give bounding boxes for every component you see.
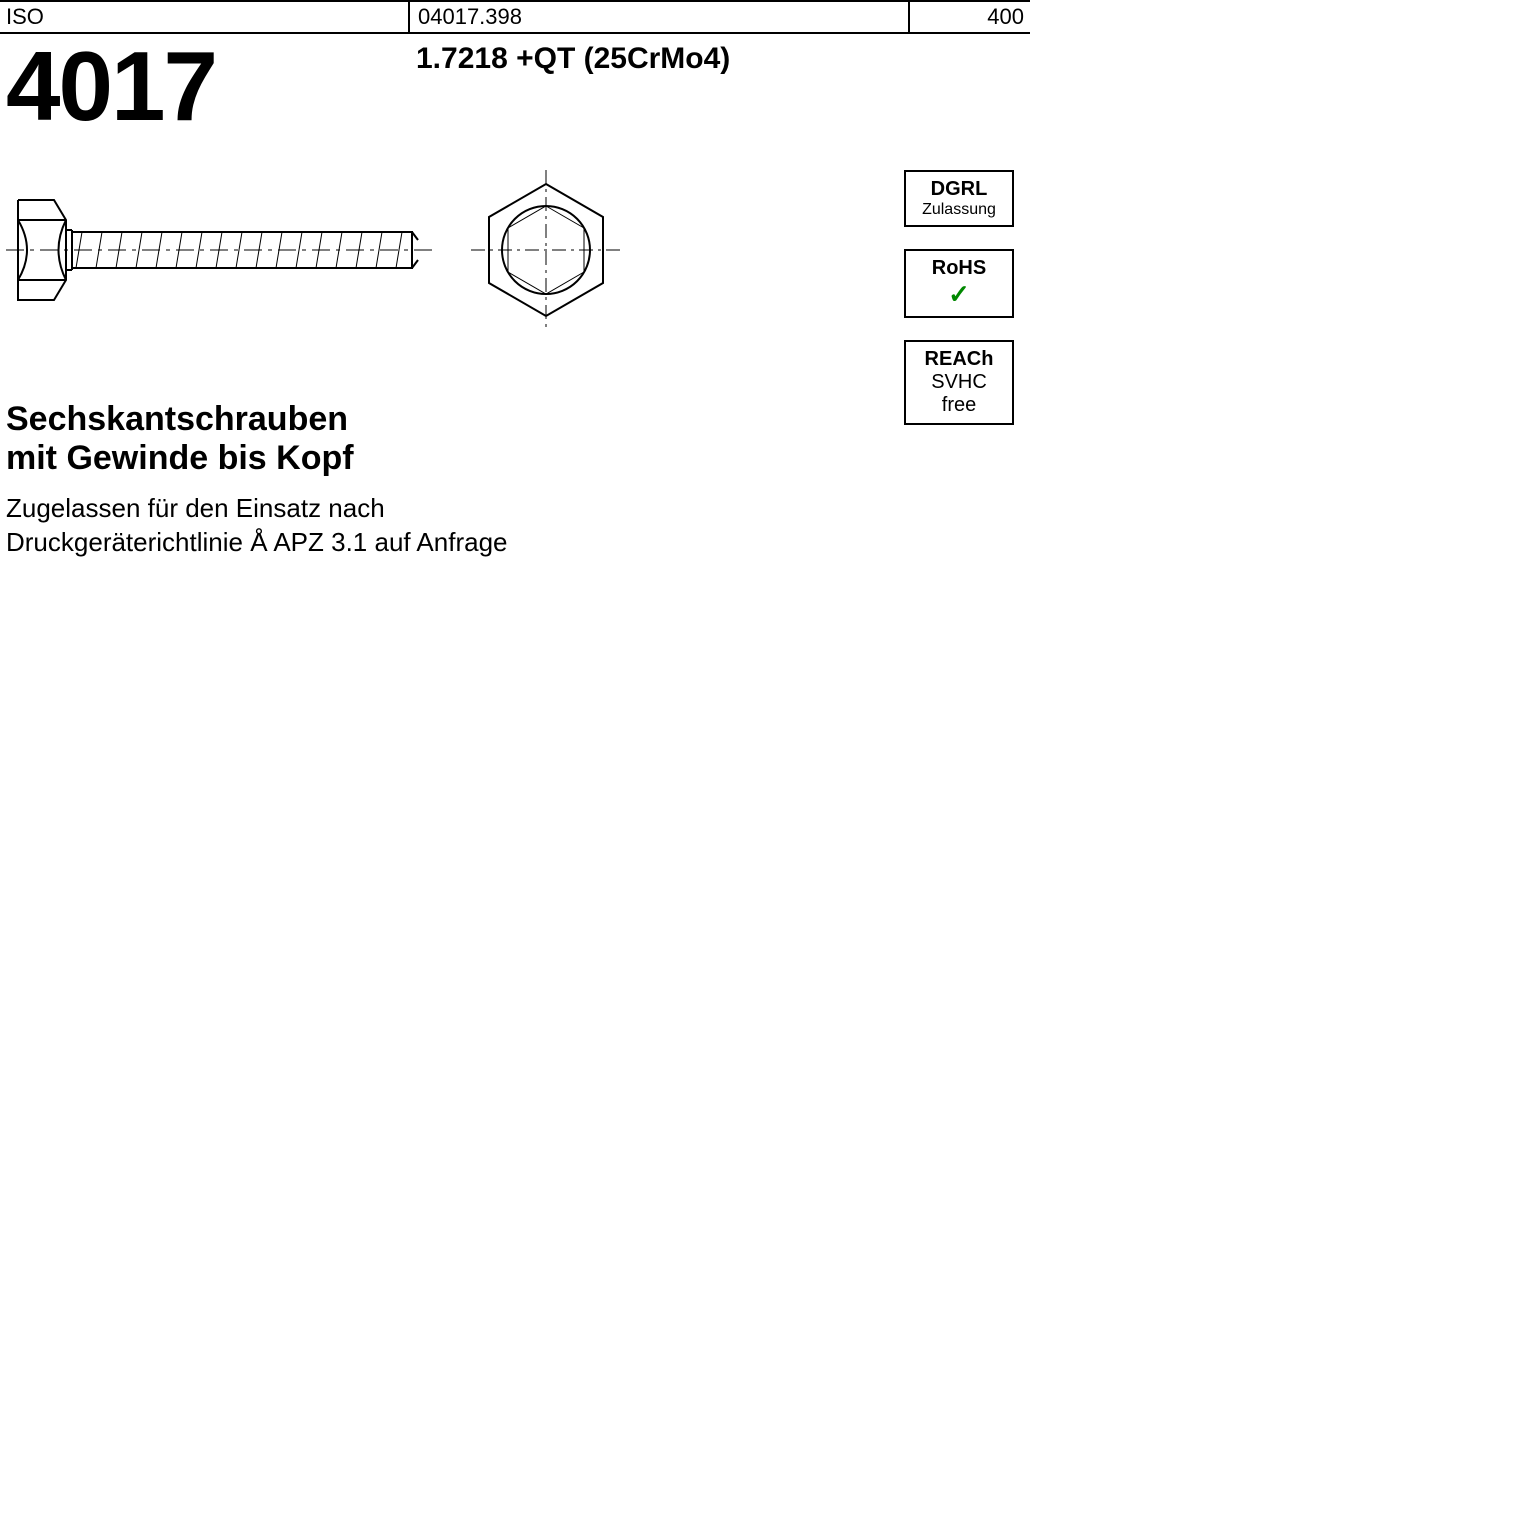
badge-reach-l2: SVHC (910, 371, 1008, 394)
check-icon: ✓ (910, 280, 1008, 310)
badge-rohs: RoHS ✓ (904, 249, 1014, 318)
header-right: 400 (910, 2, 1030, 32)
header-left: ISO (0, 2, 410, 32)
badge-reach-l1: REACh (910, 348, 1008, 371)
header-bar: ISO 04017.398 400 (0, 0, 1030, 34)
title-line2: mit Gewinde bis Kopf (6, 439, 706, 478)
description-block: Sechskantschrauben mit Gewinde bis Kopf … (6, 400, 706, 560)
standard-number: 4017 (6, 30, 216, 143)
compliance-badges: DGRL Zulassung RoHS ✓ REACh SVHC free (904, 170, 1024, 447)
badge-reach-l3: free (910, 394, 1008, 417)
badge-dgrl-l2: Zulassung (910, 201, 1008, 219)
badge-dgrl-l1: DGRL (910, 178, 1008, 201)
bolt-drawing (6, 170, 646, 340)
note-line1: Zugelassen für den Einsatz nach (6, 492, 706, 526)
title-line1: Sechskantschrauben (6, 400, 706, 439)
note-line2: Druckgeräterichtlinie Å APZ 3.1 auf Anfr… (6, 526, 706, 560)
badge-reach: REACh SVHC free (904, 340, 1014, 425)
material-spec: 1.7218 +QT (25CrMo4) (416, 42, 730, 76)
header-center: 04017.398 (410, 2, 910, 32)
datasheet: ISO 04017.398 400 4017 1.7218 +QT (25CrM… (0, 0, 1030, 780)
badge-dgrl: DGRL Zulassung (904, 170, 1014, 227)
badge-rohs-l1: RoHS (910, 257, 1008, 280)
